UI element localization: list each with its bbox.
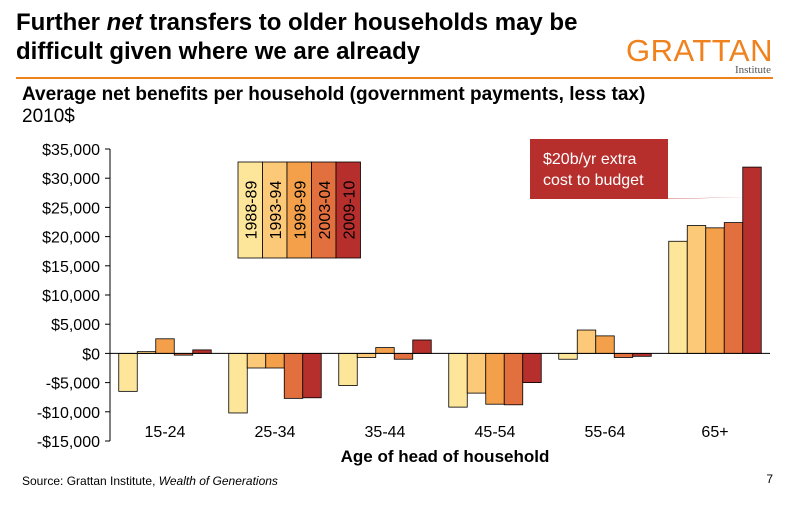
x-tick-label: 25-34 [255,424,296,441]
bar-1988-89-35-44 [338,352,358,386]
x-tick-label: 45-54 [475,424,516,441]
callout-text: cost to budget [543,172,644,189]
y-tick-label: $5,000 [51,317,100,334]
bar-1993-94-65+ [686,225,707,354]
legend-label: 1998-99 [292,181,309,240]
legend-label: 2003-04 [317,181,334,240]
callout-box [530,139,668,199]
legend-swatch-1993-94 [262,161,288,259]
y-tick-label: -$10,000 [37,405,100,422]
bar-1993-94-55-64 [576,329,597,354]
y-tick-label: $35,000 [42,142,100,159]
bar-1998-99-65+ [705,227,725,354]
title-divider [16,77,773,79]
bar-2003-04-65+ [723,222,744,354]
bar-1998-99-15-24 [155,338,175,354]
page-number: 7 [766,472,773,486]
bar-1993-94-35-44 [356,352,377,358]
y-tick-label: $0 [82,346,100,363]
source-prefix: Source: Grattan Institute, [22,474,159,488]
bar-2009-10-35-44 [412,339,432,354]
legend-label: 1993-94 [268,181,285,240]
y-tick-label: $15,000 [42,259,100,276]
bar-2009-10-15-24 [192,349,212,354]
x-tick-label: 35-44 [365,424,406,441]
logo-sub-text: Institute [734,64,771,76]
y-tick-label: $25,000 [42,200,100,217]
grattan-logo: GRATTAN Institute [625,33,773,76]
bar-1998-99-55-64 [595,335,615,354]
chart-units: 2010$ [22,106,75,127]
bar-1993-94-25-34 [246,352,267,369]
bar-1988-89-55-64 [558,352,578,360]
y-tick-label: -$15,000 [37,434,100,451]
bar-1988-89-45-54 [448,352,468,408]
legend-swatch-2003-04 [311,161,337,259]
bar-2003-04-45-54 [503,352,524,406]
x-tick-label: 55-64 [585,424,626,441]
x-tick-label: 15-24 [145,424,186,441]
legend-swatch-2009-10 [335,161,361,259]
y-tick-label: $30,000 [42,171,100,188]
x-axis-label: Age of head of household [341,447,550,466]
bar-2003-04-35-44 [393,352,414,360]
bar-1998-99-25-34 [265,352,285,369]
bar-2003-04-55-64 [613,352,634,358]
y-tick-label: $10,000 [42,288,100,305]
bar-1993-94-45-54 [466,352,487,394]
source-note: Source: Grattan Institute, Wealth of Gen… [22,474,278,488]
y-tick-label: $20,000 [42,230,100,247]
title-emphasis: net [106,9,143,36]
legend-label: 1988-89 [243,181,260,240]
callout-text: $20b/yr extra [543,151,636,168]
bar-2009-10-65+ [742,166,762,354]
bar-1998-99-45-54 [485,352,505,405]
source-title: Wealth of Generations [158,474,278,488]
bar-2009-10-25-34 [302,352,322,399]
bar-1988-89-25-34 [228,352,248,414]
y-tick-label: -$5,000 [46,376,100,393]
chart-title: Average net benefits per household (gove… [22,84,646,105]
bar-1988-89-15-24 [118,352,138,392]
x-tick-label: 65+ [701,424,728,441]
bar-2003-04-25-34 [283,352,304,399]
title-part-after: transfers to older households may be dif… [16,9,578,65]
legend-swatch-1988-89 [237,161,263,259]
bar-1998-99-35-44 [375,347,395,354]
logo-main-text: GRATTAN [625,33,773,68]
bar-2009-10-45-54 [522,352,542,383]
title-part-before: Further [16,9,107,36]
legend-label: 2009-10 [341,181,358,240]
slide-title: Further net transfers to older household… [16,8,616,66]
bar-1988-89-65+ [668,240,688,354]
